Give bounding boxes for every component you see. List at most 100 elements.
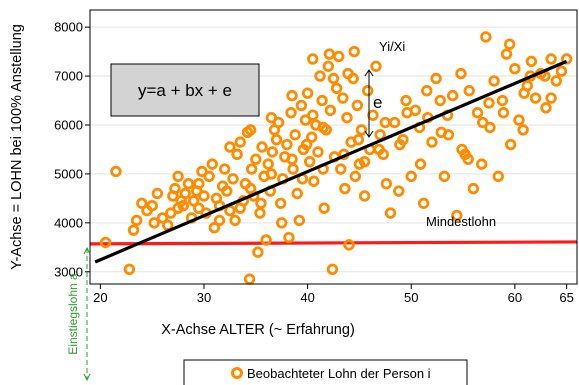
data-point bbox=[221, 185, 233, 197]
data-points bbox=[94, 31, 573, 285]
data-point bbox=[286, 89, 298, 102]
data-point bbox=[488, 75, 500, 87]
x-tick-label: 60 bbox=[508, 290, 522, 305]
y-tick-label: 8000 bbox=[54, 20, 83, 35]
x-tick-label: 30 bbox=[197, 290, 211, 305]
data-point bbox=[255, 197, 267, 209]
data-point bbox=[341, 111, 353, 124]
data-point bbox=[417, 197, 430, 209]
data-point bbox=[438, 170, 451, 183]
data-point bbox=[324, 104, 337, 117]
data-point bbox=[509, 63, 521, 75]
data-point bbox=[148, 217, 160, 229]
legend-label: Beobachteter Lohn der Person i bbox=[247, 366, 431, 381]
x-axis-ticks: 20 30 40 50 60 65 bbox=[93, 284, 574, 305]
data-point bbox=[332, 50, 345, 63]
data-point bbox=[337, 92, 349, 104]
data-point bbox=[285, 107, 297, 119]
intercept-arrow bbox=[83, 246, 91, 382]
data-point bbox=[370, 60, 382, 72]
data-point bbox=[518, 87, 530, 99]
data-point bbox=[349, 170, 361, 183]
data-point bbox=[529, 92, 542, 104]
data-point bbox=[373, 143, 385, 156]
x-axis-label: X-Achse ALTER (~ Erfahrung) bbox=[161, 322, 355, 338]
data-point bbox=[434, 94, 446, 107]
data-point bbox=[451, 209, 463, 222]
x-tick-label: 65 bbox=[559, 290, 573, 305]
data-point bbox=[213, 214, 226, 227]
data-point bbox=[193, 202, 205, 214]
data-point bbox=[462, 153, 474, 165]
data-point bbox=[322, 60, 335, 72]
data-point bbox=[250, 153, 262, 165]
data-point bbox=[165, 207, 177, 219]
data-point bbox=[384, 207, 397, 219]
data-point bbox=[243, 273, 256, 285]
data-point bbox=[550, 75, 562, 87]
mindestlohn-label: Mindestlohn bbox=[426, 214, 496, 229]
data-point bbox=[471, 107, 484, 119]
data-point bbox=[260, 234, 272, 246]
data-point bbox=[545, 53, 557, 65]
data-point bbox=[317, 121, 329, 134]
formula-box bbox=[110, 63, 260, 117]
mindestlohn-line bbox=[89, 240, 578, 246]
data-point bbox=[380, 177, 393, 190]
data-point bbox=[503, 38, 516, 50]
x-tick-label: 50 bbox=[404, 290, 418, 305]
data-point bbox=[400, 94, 412, 107]
data-point bbox=[477, 116, 489, 129]
data-point bbox=[339, 182, 351, 195]
data-point bbox=[172, 202, 184, 214]
data-point bbox=[492, 170, 504, 183]
legend-marker bbox=[231, 367, 243, 379]
data-point bbox=[295, 99, 308, 112]
data-point bbox=[306, 131, 318, 143]
data-point bbox=[500, 48, 513, 60]
data-point bbox=[540, 102, 552, 114]
data-point bbox=[314, 70, 326, 82]
data-point bbox=[358, 155, 371, 168]
data-point bbox=[343, 239, 355, 251]
data-point bbox=[303, 155, 316, 168]
data-point bbox=[484, 121, 496, 134]
data-point bbox=[318, 202, 330, 214]
data-point bbox=[352, 133, 365, 146]
residual-arrow bbox=[364, 69, 374, 138]
data-point bbox=[244, 182, 257, 195]
data-point bbox=[361, 85, 374, 97]
y-tick-label: 5000 bbox=[54, 166, 83, 181]
data-point bbox=[169, 182, 181, 195]
data-point bbox=[229, 214, 241, 227]
data-point bbox=[545, 92, 557, 104]
data-point bbox=[430, 72, 442, 85]
data-point bbox=[525, 55, 538, 68]
data-point bbox=[463, 85, 475, 97]
data-point bbox=[446, 89, 459, 102]
data-point bbox=[513, 114, 525, 126]
data-point bbox=[560, 53, 573, 65]
data-point bbox=[245, 163, 258, 175]
y-tick-label: 7000 bbox=[54, 69, 83, 84]
data-point bbox=[156, 212, 169, 224]
data-point bbox=[517, 124, 529, 136]
data-point bbox=[475, 158, 488, 170]
data-point bbox=[127, 224, 140, 236]
data-point bbox=[252, 246, 264, 258]
data-point bbox=[480, 31, 492, 43]
data-point bbox=[504, 138, 517, 151]
point-label: Yi/Xi bbox=[379, 39, 405, 54]
data-point bbox=[299, 114, 312, 126]
data-point bbox=[146, 200, 158, 212]
data-point bbox=[405, 170, 417, 183]
formula-text: y=a + bx + e bbox=[138, 81, 232, 100]
data-point bbox=[234, 202, 246, 214]
data-point bbox=[110, 165, 122, 178]
y-tick-label: 4000 bbox=[54, 215, 83, 230]
data-point bbox=[136, 197, 148, 209]
x-tick-label: 40 bbox=[300, 290, 314, 305]
y-axis-ticks: 3000 4000 5000 6000 7000 8000 bbox=[54, 20, 90, 279]
data-point bbox=[358, 190, 371, 202]
